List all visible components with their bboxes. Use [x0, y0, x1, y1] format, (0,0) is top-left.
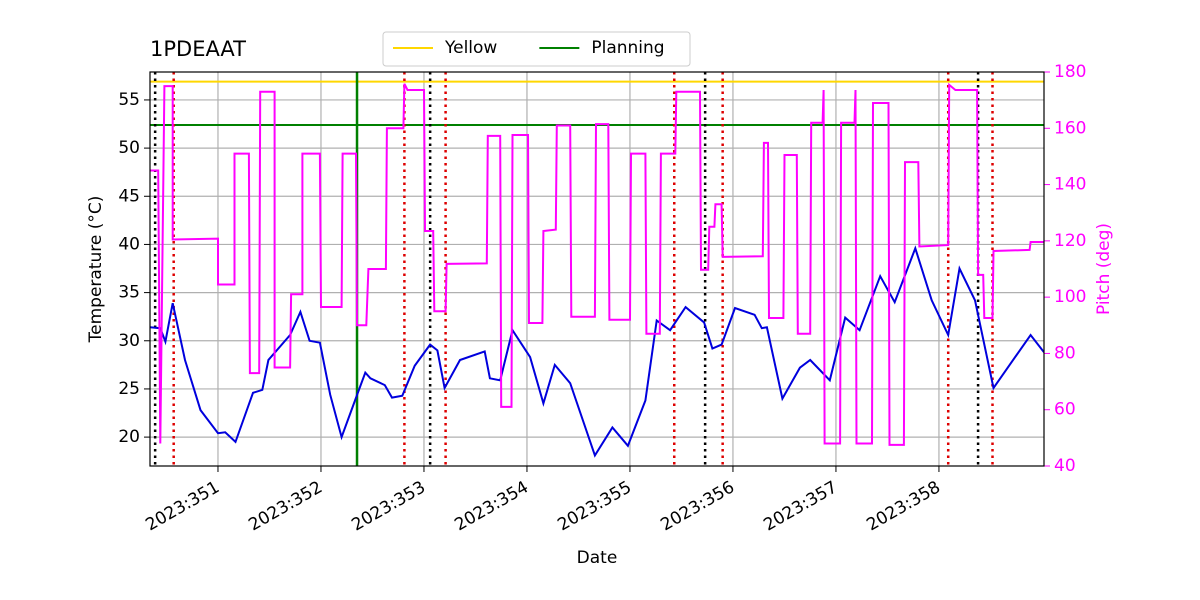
- y-tick-label: 45: [118, 186, 140, 206]
- data-line: [150, 245, 1044, 458]
- x-tick-label: 2023:351: [142, 477, 223, 535]
- y2-axis-label: Pitch (deg): [1094, 223, 1114, 315]
- y-tick-label: 35: [118, 283, 140, 303]
- data-line: [150, 82, 1044, 446]
- x-tick-label: 2023:356: [657, 477, 738, 535]
- y2-tick-label: 160: [1054, 118, 1086, 138]
- y2-tick-label: 80: [1054, 343, 1076, 363]
- plot-area: [150, 72, 1044, 466]
- y-axis-label: Temperature (°C): [86, 196, 106, 344]
- y-tick-label: 40: [118, 234, 140, 254]
- y-tick-label: 20: [118, 427, 140, 447]
- y-tick-label: 50: [118, 138, 140, 158]
- chart-title: 1PDEAAT: [150, 37, 246, 61]
- legend: Yellow Planning: [382, 31, 691, 67]
- y-tick-label: 30: [118, 331, 140, 351]
- y2-tick-label: 140: [1054, 175, 1086, 195]
- plot-frame: [149, 71, 1045, 467]
- legend-box: [382, 31, 691, 67]
- x-axis-label: Date: [577, 548, 618, 568]
- y2-tick-label: 100: [1054, 287, 1086, 307]
- y2-tick-label: 180: [1054, 62, 1086, 82]
- y2-tick-label: 60: [1054, 400, 1076, 420]
- legend-label: Planning: [591, 38, 664, 58]
- legend-label: Yellow: [444, 38, 497, 58]
- y2-tick-label: 40: [1054, 456, 1076, 476]
- y2-tick-label: 120: [1054, 231, 1086, 251]
- x-tick-label: 2023:358: [863, 477, 944, 535]
- x-tick-label: 2023:355: [554, 477, 635, 535]
- y-tick-label: 55: [118, 90, 140, 110]
- x-tick-label: 2023:353: [348, 477, 429, 535]
- x-tick-label: 2023:354: [451, 477, 532, 535]
- x-tick-label: 2023:352: [245, 477, 326, 535]
- y-tick-label: 25: [118, 379, 140, 399]
- x-tick-label: 2023:357: [760, 477, 841, 535]
